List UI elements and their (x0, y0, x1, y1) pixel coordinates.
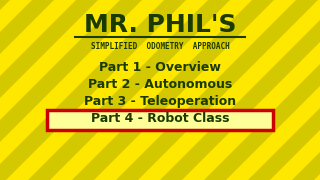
Polygon shape (0, 0, 10, 180)
Text: Part 2 - Autonomous: Part 2 - Autonomous (88, 78, 232, 91)
Polygon shape (28, 0, 230, 180)
Text: Part 1 - Overview: Part 1 - Overview (99, 60, 221, 73)
Text: MR. PHIL'S: MR. PHIL'S (84, 13, 236, 37)
Polygon shape (72, 0, 274, 180)
Text: Part 3 - Teleoperation: Part 3 - Teleoperation (84, 94, 236, 107)
FancyBboxPatch shape (47, 110, 273, 130)
Polygon shape (0, 0, 54, 180)
Text: SIMPLIFIED  ODOMETRY  APPROACH: SIMPLIFIED ODOMETRY APPROACH (91, 42, 229, 51)
Polygon shape (0, 0, 98, 180)
Polygon shape (0, 0, 142, 180)
Text: Part 4 - Robot Class: Part 4 - Robot Class (91, 111, 229, 125)
Polygon shape (160, 0, 320, 180)
Polygon shape (204, 0, 320, 180)
Polygon shape (248, 0, 320, 180)
Polygon shape (292, 0, 320, 180)
Polygon shape (116, 0, 318, 180)
Polygon shape (0, 0, 186, 180)
